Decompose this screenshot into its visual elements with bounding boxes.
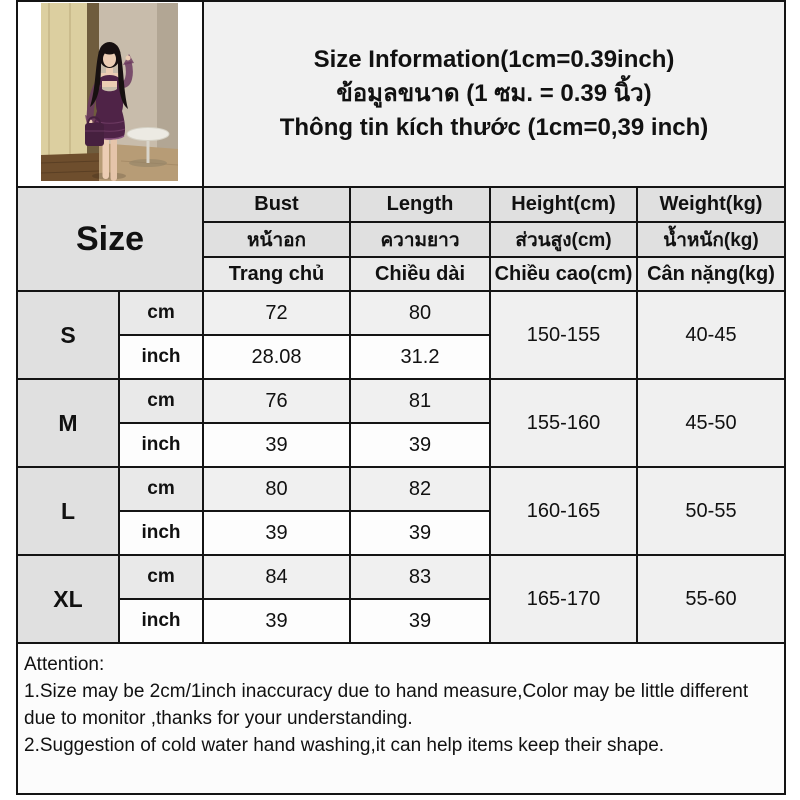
unit-inch-s: inch — [120, 336, 202, 378]
model-face — [103, 51, 116, 67]
col-header-length-th: ความยาว — [351, 223, 489, 256]
bust-cm-m: 76 — [204, 380, 349, 422]
model-neck — [106, 63, 113, 75]
attention-section: Attention: 1.Size may be 2cm/1inch inacc… — [18, 644, 784, 793]
corner-size-label: Size — [18, 188, 202, 290]
table-leg — [146, 136, 150, 163]
unit-cm-m: cm — [120, 380, 202, 422]
weight-range-l: 50-55 — [638, 468, 784, 554]
floor-dark — [41, 153, 99, 181]
unit-inch-xl: inch — [120, 600, 202, 642]
bust-inch-m: 39 — [204, 424, 349, 466]
size-label-l: L — [18, 468, 118, 554]
size-label-s: S — [18, 292, 118, 378]
height-range-m: 155-160 — [491, 380, 636, 466]
dress-shoulders — [97, 75, 122, 85]
size-label-xl: XL — [18, 556, 118, 642]
col-header-bust-th: หน้าอก — [204, 223, 349, 256]
col-header-weight-en: Weight(kg) — [638, 188, 784, 221]
length-cm-s: 80 — [351, 292, 489, 334]
length-cm-l: 82 — [351, 468, 489, 510]
bust-inch-l: 39 — [204, 512, 349, 554]
unit-cm-xl: cm — [120, 556, 202, 598]
attention-heading: Attention: — [24, 654, 105, 675]
model-hand-right — [125, 55, 131, 61]
size-table: Size Bust Length Height(cm) Weight(kg) ห… — [18, 188, 784, 642]
model-legs — [102, 131, 109, 179]
length-cm-m: 81 — [351, 380, 489, 422]
attention-note-1: 1.Size may be 2cm/1inch inaccuracy due t… — [24, 681, 749, 729]
unit-cm-s: cm — [120, 292, 202, 334]
col-header-height-vi: Chiều cao(cm) — [491, 258, 636, 290]
length-cm-xl: 83 — [351, 556, 489, 598]
unit-inch-m: inch — [120, 424, 202, 466]
size-chart-sheet: Size Information(1cm=0.39inch) ข้อมูลขนา… — [16, 0, 786, 795]
size-label-m: M — [18, 380, 118, 466]
bust-cm-s: 72 — [204, 292, 349, 334]
unit-cm-l: cm — [120, 468, 202, 510]
product-photo-illustration — [41, 3, 178, 181]
height-range-l: 160-165 — [491, 468, 636, 554]
bust-inch-s: 28.08 — [204, 336, 349, 378]
col-header-length-vi: Chiều dài — [351, 258, 489, 290]
bust-cm-l: 80 — [204, 468, 349, 510]
title-english: Size Information(1cm=0.39inch) — [313, 46, 675, 73]
title-block: Size Information(1cm=0.39inch) ข้อมูลขนา… — [204, 2, 784, 186]
col-header-height-th: ส่วนสูง(cm) — [491, 223, 636, 256]
bust-cm-xl: 84 — [204, 556, 349, 598]
length-inch-l: 39 — [351, 512, 489, 554]
col-header-height-en: Height(cm) — [491, 188, 636, 221]
handbag-handle — [87, 116, 101, 125]
col-header-bust-en: Bust — [204, 188, 349, 221]
wood-door — [41, 3, 87, 157]
unit-inch-l: inch — [120, 512, 202, 554]
col-header-bust-vi: Trang chủ — [204, 258, 349, 290]
length-inch-s: 31.2 — [351, 336, 489, 378]
model-hair — [90, 51, 101, 107]
length-inch-m: 39 — [351, 424, 489, 466]
col-header-length-en: Length — [351, 188, 489, 221]
product-photo — [18, 2, 202, 186]
length-inch-xl: 39 — [351, 600, 489, 642]
side-table — [126, 127, 170, 141]
height-range-xl: 165-170 — [491, 556, 636, 642]
col-header-weight-vi: Cân nặng(kg) — [638, 258, 784, 290]
weight-range-xl: 55-60 — [638, 556, 784, 642]
title-thai: ข้อมูลขนาด (1 ซม. = 0.39 นิ้ว) — [336, 80, 652, 107]
handbag — [85, 123, 104, 146]
attention-note-2: 2.Suggestion of cold water hand washing,… — [24, 735, 665, 756]
bust-inch-xl: 39 — [204, 600, 349, 642]
col-header-weight-th: น้ำหนัก(kg) — [638, 223, 784, 256]
weight-range-m: 45-50 — [638, 380, 784, 466]
hair-fringe — [101, 44, 118, 55]
title-vietnamese: Thông tin kích thước (1cm=0,39 inch) — [279, 114, 709, 141]
top-section: Size Information(1cm=0.39inch) ข้อมูลขนา… — [18, 2, 784, 186]
weight-range-s: 40-45 — [638, 292, 784, 378]
height-range-s: 150-155 — [491, 292, 636, 378]
